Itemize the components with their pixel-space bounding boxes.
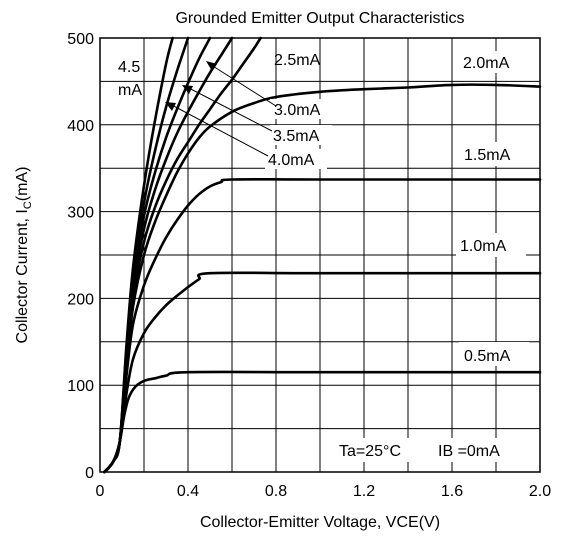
label-bg-4-0 bbox=[265, 149, 327, 169]
leader-4-0 bbox=[167, 102, 269, 157]
plot-frame bbox=[99, 37, 541, 473]
arrowhead-3-5 bbox=[182, 85, 193, 94]
label-1-0: 1.0mA bbox=[460, 238, 507, 255]
arrowhead-4-0 bbox=[165, 102, 176, 111]
label-4-5-line1: 4.5 bbox=[118, 59, 140, 76]
y-tick-labels: 0 100 200 300 400 500 bbox=[67, 31, 94, 482]
label-bg-1-0 bbox=[456, 233, 526, 257]
y-tick-label: 0 bbox=[85, 465, 94, 482]
label-bg-2-0 bbox=[459, 51, 529, 73]
x-tick-labels: 0 0.4 0.8 1.2 1.6 2.0 bbox=[96, 483, 552, 500]
label-2-5: 2.5mA bbox=[274, 52, 321, 69]
label-4-0: 4.0mA bbox=[268, 152, 315, 169]
label-0-5: 0.5mA bbox=[464, 348, 511, 365]
x-tick-label: 1.2 bbox=[353, 483, 375, 500]
arrowhead-3-0 bbox=[206, 61, 217, 71]
x-tick-label: 2.0 bbox=[529, 483, 551, 500]
temperature-annotation: Ta=25°C bbox=[339, 443, 401, 460]
x-tick-label: 0.8 bbox=[265, 483, 287, 500]
label-4-5-line2: mA bbox=[118, 82, 142, 99]
series-line-1-5ma bbox=[103, 177, 542, 474]
ib-zero-annotation: IB =0mA bbox=[438, 443, 500, 460]
y-tick-label: 500 bbox=[67, 31, 94, 48]
x-tick-label: 0 bbox=[96, 483, 105, 500]
series-line-4-5ma bbox=[103, 36, 174, 474]
label-3-0: 3.0mA bbox=[274, 102, 321, 119]
y-tick-label: 100 bbox=[67, 378, 94, 395]
y-axis-title: Collector Current, IC(mA) bbox=[14, 167, 34, 344]
label-bg-0-5 bbox=[459, 342, 529, 366]
y-tick-label: 200 bbox=[67, 291, 94, 308]
anno-bg bbox=[432, 438, 532, 462]
anno-bg-temp bbox=[333, 438, 413, 462]
y-tick-label: 400 bbox=[67, 118, 94, 135]
label-bg-3-0 bbox=[270, 99, 332, 119]
y-tick-label: 300 bbox=[67, 205, 94, 222]
label-bg-3-5 bbox=[270, 125, 332, 145]
leader-3-0 bbox=[207, 62, 277, 107]
leader-3-5 bbox=[184, 85, 273, 132]
x-tick-label: 0.4 bbox=[177, 483, 199, 500]
chart-title: Grounded Emitter Output Characteristics bbox=[175, 10, 464, 27]
label-2-0: 2.0mA bbox=[463, 55, 510, 72]
label-1-5: 1.5mA bbox=[464, 147, 511, 164]
x-axis-title: Collector-Emitter Voltage, VCE(V) bbox=[200, 514, 440, 531]
label-bg-1-5 bbox=[459, 142, 529, 166]
x-tick-label: 1.6 bbox=[441, 483, 463, 500]
label-3-5: 3.5mA bbox=[273, 128, 320, 145]
series-group bbox=[103, 36, 542, 474]
